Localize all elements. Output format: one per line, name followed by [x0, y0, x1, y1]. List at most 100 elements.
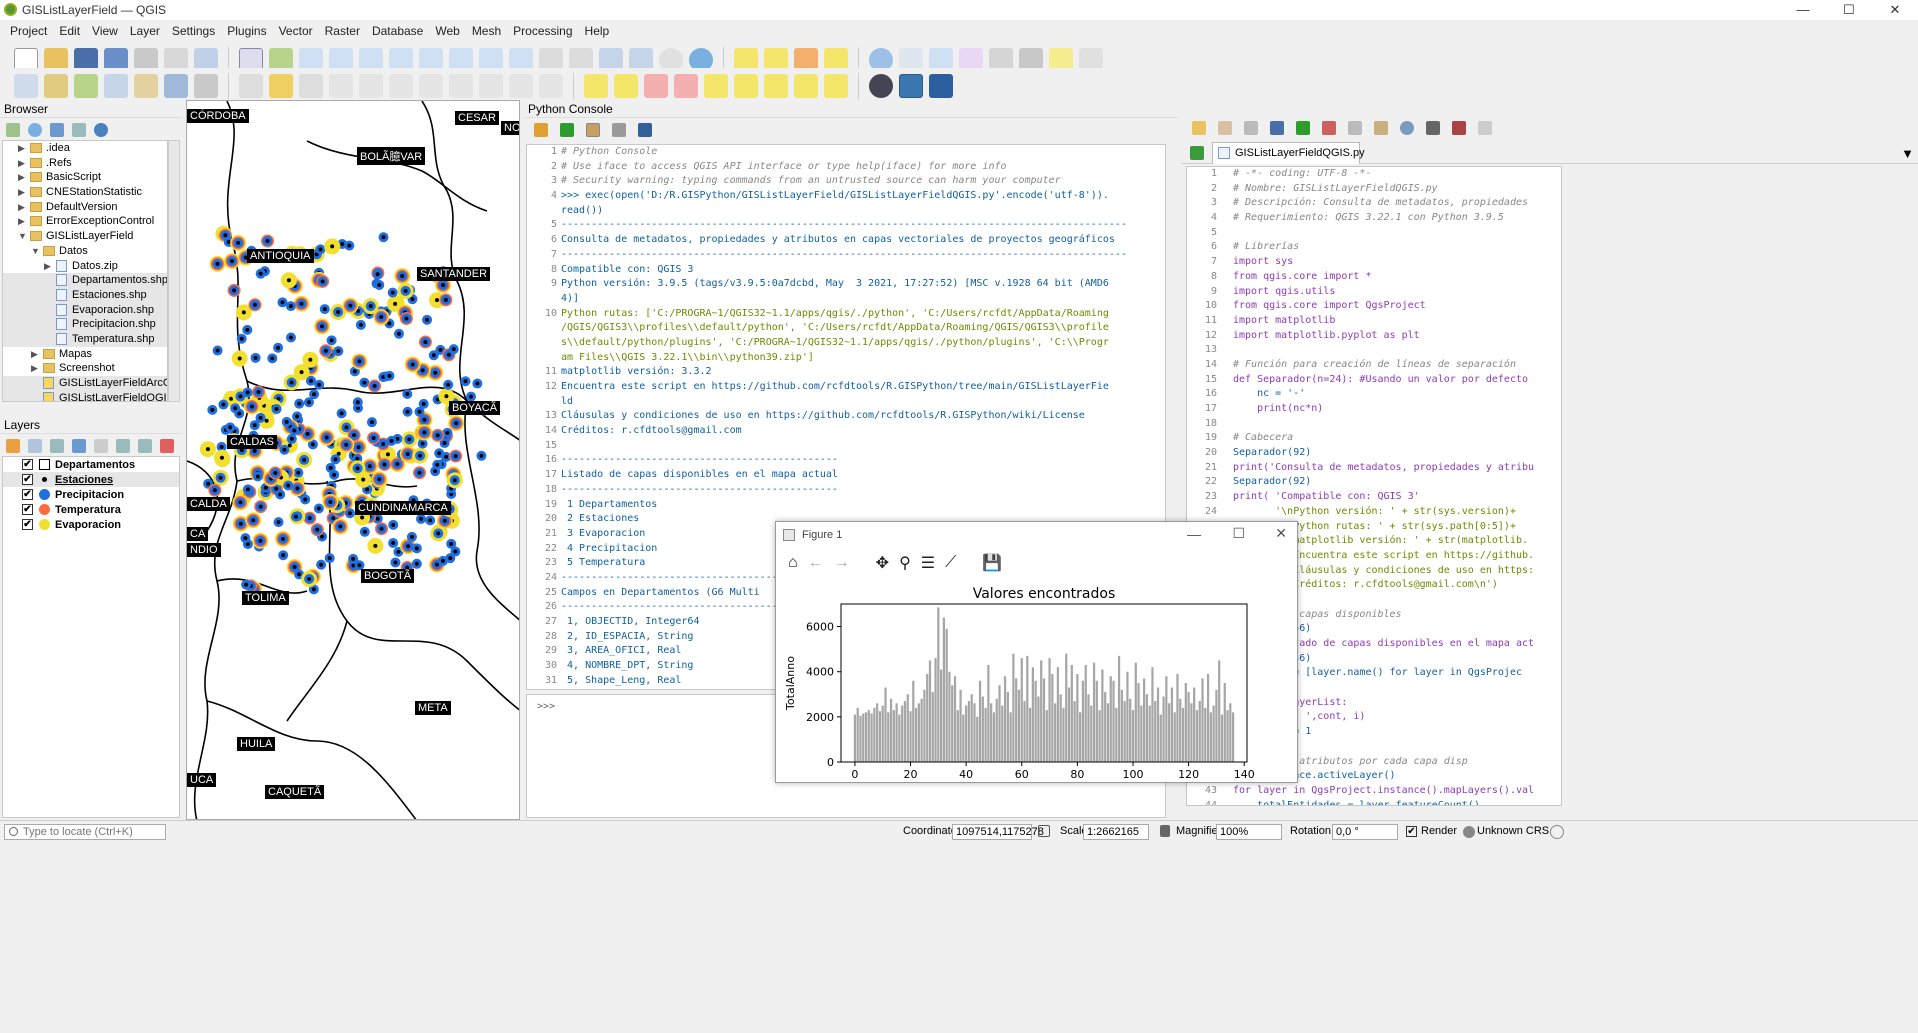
save-script-as-icon[interactable] [1270, 121, 1284, 135]
pan-icon[interactable]: ✥ [875, 555, 890, 572]
browser-item[interactable]: ▶ .idea [3, 141, 167, 156]
browser-item[interactable]: Estaciones.shp [3, 287, 167, 303]
edit-axis-icon[interactable]: ⟋ [945, 554, 957, 571]
layer-visibility-checkbox[interactable]: ✔ [22, 519, 33, 530]
minimize-button[interactable]: — [1796, 2, 1810, 17]
run-command-icon[interactable] [560, 123, 574, 137]
plugin-globe-icon[interactable] [869, 74, 893, 98]
configure-icon[interactable]: ☰ [920, 555, 936, 572]
add-selected-icon[interactable] [6, 123, 20, 137]
properties-icon[interactable] [94, 123, 108, 137]
collapse-all-layers-icon[interactable] [138, 439, 152, 453]
expand-all-icon[interactable] [116, 439, 130, 453]
add-vector-layer-icon[interactable] [44, 74, 68, 98]
coordinate-field[interactable]: 1097514,1175278 [952, 824, 1044, 840]
collapsed-arrow-icon[interactable]: ▶ [18, 157, 25, 168]
browser-item[interactable]: ▶ BasicScript [3, 170, 167, 185]
browser-item[interactable]: Temperatura.shp [3, 331, 167, 347]
collapsed-arrow-icon[interactable]: ▶ [18, 172, 25, 183]
refresh-browser-icon[interactable] [28, 123, 42, 137]
expanded-arrow-icon[interactable]: ▼ [18, 231, 27, 242]
menu-vector[interactable]: Vector [278, 24, 313, 38]
browser-item[interactable]: ▶ CNEStationStatistic [3, 185, 167, 200]
remove-layer-icon[interactable] [160, 439, 174, 453]
copy-features-icon[interactable] [449, 74, 473, 98]
copy-icon[interactable] [1348, 121, 1362, 135]
magnifier-field[interactable]: 100% [1216, 824, 1282, 840]
delete-selected-icon[interactable] [389, 74, 413, 98]
editor-tab[interactable]: GISListLayerFieldQGIS.py ✕ [1212, 142, 1365, 179]
collapsed-arrow-icon[interactable]: ▶ [44, 260, 51, 271]
menu-project[interactable]: Project [10, 24, 48, 38]
change-label-icon[interactable] [794, 74, 818, 98]
browser-item[interactable]: Departamentos.shp [3, 273, 167, 288]
browser-item[interactable]: ▶ .Refs [3, 156, 167, 171]
browser-item[interactable]: ▶ Datos.zip [3, 259, 167, 274]
menu-mesh[interactable]: Mesh [471, 24, 502, 38]
save-script-icon[interactable] [1244, 121, 1258, 135]
save-edits-icon[interactable] [299, 74, 323, 98]
layer-styling-icon[interactable] [6, 439, 20, 453]
toggle-extents-icon[interactable] [1038, 825, 1050, 837]
manage-visibility-icon[interactable] [50, 439, 64, 453]
run-script-icon[interactable] [1296, 121, 1310, 135]
browser-item[interactable]: ▶ DefaultVersion [3, 200, 167, 215]
layer-visibility-checkbox[interactable]: ✔ [22, 504, 33, 515]
options-icon[interactable] [612, 123, 626, 137]
layer-visibility-checkbox[interactable]: ✔ [22, 459, 33, 470]
show-hide-labels-icon[interactable] [704, 74, 728, 98]
uncomment-icon[interactable] [1452, 121, 1466, 135]
collapsed-arrow-icon[interactable]: ▶ [18, 201, 25, 212]
layer-item[interactable]: ✔ Evaporacion [3, 517, 179, 532]
tab-list-icon[interactable]: ▼ [1901, 146, 1914, 161]
expanded-arrow-icon[interactable]: ▼ [31, 245, 40, 256]
menu-processing[interactable]: Processing [513, 24, 573, 38]
rotation-field[interactable]: 0,0 ° [1332, 824, 1398, 840]
object-inspector-icon[interactable] [1478, 121, 1492, 135]
clear-console-icon[interactable] [534, 123, 548, 137]
new-geopackage-icon[interactable] [164, 74, 188, 98]
rotate-label-icon[interactable] [764, 74, 788, 98]
data-source-manager-icon[interactable] [14, 74, 38, 98]
locator-search-input[interactable]: Type to locate (Ctrl+K) [4, 824, 166, 840]
layer-item[interactable]: ✔ Precipitacion [3, 487, 179, 502]
menu-web[interactable]: Web [435, 24, 460, 38]
help-console-icon[interactable] [638, 123, 652, 137]
collapse-all-icon[interactable] [72, 123, 86, 137]
forward-icon[interactable]: → [833, 554, 850, 571]
figure-close-button[interactable]: ✕ [1275, 525, 1287, 541]
add-point-icon[interactable] [329, 74, 353, 98]
menu-database[interactable]: Database [371, 24, 424, 38]
pin-labels-icon[interactable] [674, 74, 698, 98]
comment-icon[interactable] [1426, 121, 1440, 135]
filter-browser-icon[interactable] [50, 123, 64, 137]
figure-maximize-button[interactable]: ☐ [1232, 525, 1245, 541]
browser-item[interactable]: ▼ Datos [3, 244, 167, 259]
toggle-editing-icon[interactable] [269, 74, 293, 98]
crs-globe-icon[interactable] [1463, 826, 1475, 838]
menu-edit[interactable]: Edit [59, 24, 81, 38]
help-icon[interactable] [929, 74, 953, 98]
add-raster-layer-icon[interactable] [74, 74, 98, 98]
paste-features-icon[interactable] [479, 74, 503, 98]
collapsed-arrow-icon[interactable]: ▶ [18, 187, 25, 198]
browser-item[interactable]: GISListLayerFieldQGIS [3, 390, 167, 401]
home-icon[interactable]: ⌂ [788, 554, 798, 571]
layer-item[interactable]: ✔ Departamentos [3, 457, 179, 472]
browser-item[interactable]: ▶ ErrorExceptionControl [3, 214, 167, 229]
menu-plugins[interactable]: Plugins [227, 24, 267, 38]
layer-visibility-checkbox[interactable]: ✔ [22, 489, 33, 500]
menu-view[interactable]: View [92, 24, 118, 38]
layer-visibility-checkbox[interactable]: ✔ [22, 474, 33, 485]
browser-item[interactable]: ▶ Mapas [3, 347, 167, 362]
lock-scale-icon[interactable] [1160, 825, 1170, 837]
redo-icon[interactable] [539, 74, 563, 98]
browser-tree[interactable]: ▶ .idea ▶ .Refs ▶ BasicScript ▶ CNEStationStati… [2, 140, 168, 402]
cut-icon[interactable] [1322, 121, 1336, 135]
edits-icon[interactable] [239, 74, 263, 98]
layer-item[interactable]: ✔ Temperatura [3, 502, 179, 517]
scale-field[interactable]: 1:2662165 [1083, 824, 1149, 840]
label-toolbar-icon[interactable] [584, 74, 608, 98]
new-shapefile-icon[interactable] [134, 74, 158, 98]
menu-help[interactable]: Help [584, 24, 610, 38]
